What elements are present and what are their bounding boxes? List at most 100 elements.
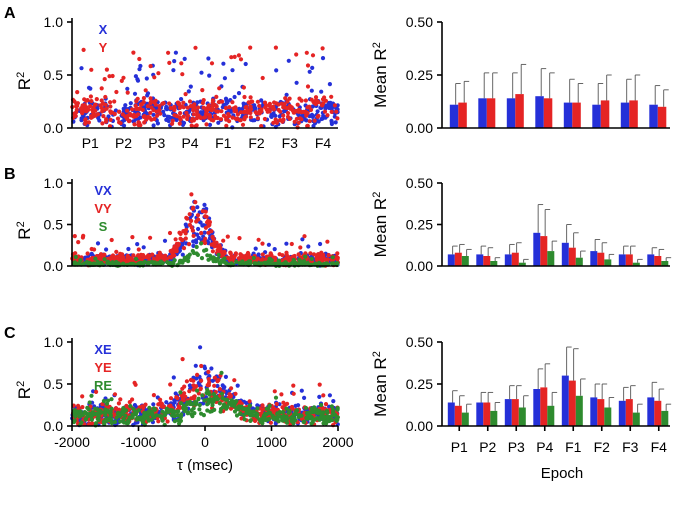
scatter-point-re <box>212 407 217 412</box>
scatter-point-re <box>248 418 253 423</box>
scatter-point-re <box>199 411 204 416</box>
scatter-point-vy <box>260 257 265 262</box>
scatter-point-vx <box>95 241 101 246</box>
scatter-point-re <box>116 412 121 417</box>
scatter-point-y <box>242 110 247 115</box>
scatter-point-y <box>127 111 133 116</box>
scatter-point-y <box>142 120 147 125</box>
scatter-point-x <box>327 82 332 87</box>
scatter-point-vy <box>171 253 177 258</box>
scatter-point-ye <box>130 397 135 402</box>
scatter-point-y <box>99 86 104 91</box>
scatter-point-y <box>148 99 153 104</box>
scatter-point-y <box>168 105 173 111</box>
panel-letter: A <box>4 5 16 22</box>
scatter-point-vy <box>131 253 136 258</box>
scatter-point-y <box>217 86 222 91</box>
scatter-point-s <box>229 261 234 266</box>
scatter-point-vy <box>298 245 303 250</box>
scatter-point-y <box>145 104 150 109</box>
scatter-point-s <box>248 259 253 264</box>
scatter-point-xe <box>164 400 169 405</box>
scatter-point-y <box>178 111 183 116</box>
scatter-point-re <box>284 406 289 411</box>
scatter-point-y <box>240 122 246 127</box>
bar-vy-p1 <box>454 252 462 266</box>
scatter-point-re <box>214 396 219 402</box>
scatter-point-xe <box>223 374 228 379</box>
scatter-point-vy <box>225 234 230 239</box>
bar-ye-p2 <box>483 402 491 426</box>
bar-y-f1 <box>572 102 581 128</box>
scatter-point-s <box>84 260 89 265</box>
scatter-point-y <box>294 116 299 121</box>
scatter-point-vy <box>206 218 211 224</box>
y-tick-label: 0.0 <box>44 258 64 274</box>
bar-vx-f2 <box>590 251 598 266</box>
scatter-point-re <box>330 413 335 418</box>
scatter-point-y <box>196 105 201 110</box>
x-category-label: P4 <box>536 439 553 455</box>
scatter-point-y <box>130 107 135 112</box>
scatter-point-y <box>201 105 206 110</box>
scatter-point-x <box>172 59 177 64</box>
y-tick-label: 0.00 <box>406 258 433 274</box>
scatter-point-x <box>151 112 156 117</box>
scatter-point-vy <box>244 253 249 258</box>
scatter-point-re <box>267 403 272 408</box>
bar-ye-f3 <box>625 399 633 426</box>
scatter-point-x <box>223 96 229 101</box>
scatter-point-y <box>152 116 157 122</box>
scatter-point-ye <box>80 394 85 399</box>
scatter-point-vy <box>325 239 330 244</box>
scatter-point-y <box>185 116 190 122</box>
scatter-point-re <box>130 415 135 420</box>
scatter-point-vx <box>135 242 140 247</box>
legend: VX VY S <box>94 183 112 234</box>
scatter-point-x <box>97 118 102 123</box>
scatter-point-x <box>113 108 118 113</box>
y-axis-label: R2 <box>15 221 34 239</box>
bar-vy-f3 <box>625 254 633 266</box>
scatter-point-re <box>109 397 114 402</box>
scatter-point-re <box>140 418 145 423</box>
scatter-point-y <box>112 99 117 104</box>
scatter-point-re <box>331 410 336 415</box>
scatter-point-y <box>154 113 160 118</box>
scatter-point-x <box>310 113 316 119</box>
scatter-point-y <box>203 115 208 120</box>
scatter-point-y <box>235 112 240 117</box>
scatter-point-ye <box>260 403 265 408</box>
scatter-point-y <box>314 99 320 104</box>
scatter-point-ye <box>274 401 279 407</box>
scatter-point-y <box>119 78 124 83</box>
scatter-point-y <box>85 98 90 103</box>
scatter-point-y <box>246 108 251 113</box>
scatter-point-y <box>227 119 232 124</box>
scatter-point-vy <box>204 214 209 219</box>
bar-xe-f4 <box>647 397 655 426</box>
scatter-point-s <box>219 258 225 263</box>
scatter-point-re <box>329 418 334 423</box>
scatter-point-y <box>104 67 109 72</box>
scatter-point-y <box>285 111 291 116</box>
scatter-point-re <box>305 416 310 421</box>
scatter-point-y <box>88 104 93 109</box>
scatter-point-y <box>180 72 185 77</box>
scatter-point-x <box>195 100 200 105</box>
scatter-point-y <box>292 119 297 124</box>
scatter-point-vy <box>319 255 324 260</box>
y-tick-label: 0.5 <box>44 217 64 233</box>
scatter-point-y <box>157 104 162 109</box>
scatter-point-ye <box>158 397 163 402</box>
scatter-point-ye <box>233 391 238 396</box>
scatter-point-x <box>171 68 176 73</box>
scatter-point-x <box>173 50 178 55</box>
scatter-point-ye <box>291 383 296 388</box>
x-tick-label: -2000 <box>54 434 90 450</box>
scatter-point-y <box>238 110 244 115</box>
scatter-point-vy <box>196 217 201 222</box>
scatter-point-y <box>166 50 171 55</box>
scatter-point-ye <box>151 393 156 398</box>
scatter-point-y <box>148 110 153 115</box>
